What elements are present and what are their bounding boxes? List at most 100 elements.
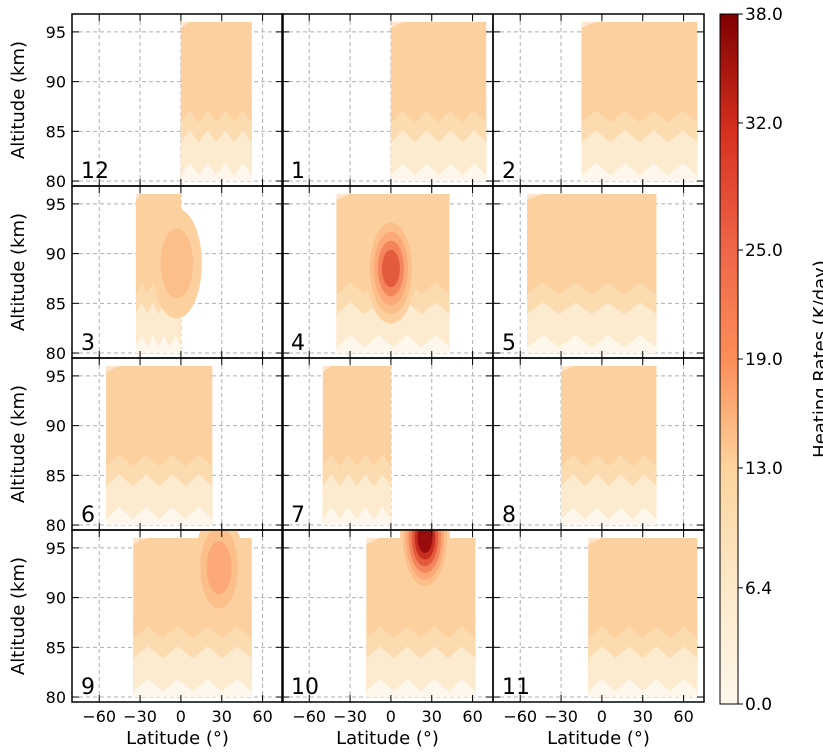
y-tick-label: 95	[46, 195, 66, 214]
y-tick-label: 95	[46, 367, 66, 386]
contour-field	[527, 193, 657, 354]
colorbar-label: Heating Rates (K/day)	[810, 260, 823, 458]
panel-6: 6 80 85 90 95 Altitude (km)	[8, 357, 284, 535]
y-tick-label: 90	[46, 245, 66, 264]
panel-5: 5	[492, 185, 705, 359]
colorbar-tick-label: 19.0	[745, 350, 783, 370]
contour-band	[561, 494, 657, 526]
contour-band	[561, 507, 657, 526]
peak-contour	[417, 530, 433, 553]
panel-9: 9 80 85 90 95 Altitude (km) −60 −30 0 30 60 Latitud…	[8, 529, 284, 749]
y-tick-label: 90	[46, 73, 66, 92]
x-tick-label: 0	[597, 707, 607, 726]
y-tick-label: 80	[46, 516, 66, 535]
panel-1: 1	[281, 13, 494, 187]
contour-field	[133, 530, 252, 698]
x-axis-label: Latitude (°)	[126, 728, 229, 749]
contour-band	[581, 163, 698, 182]
panel-label: 12	[81, 159, 109, 184]
panel-label: 10	[291, 675, 319, 700]
y-axis-label: Altitude (km)	[8, 385, 29, 503]
contour-band	[581, 150, 698, 182]
panel-label: 5	[502, 331, 516, 356]
contour-band	[133, 679, 252, 698]
contour-band-upper	[106, 365, 213, 446]
contour-band	[322, 494, 391, 526]
x-tick-label: 60	[252, 707, 272, 726]
x-tick-label: 30	[633, 707, 653, 726]
contour-field	[588, 537, 698, 698]
contour-band-upper	[390, 21, 487, 102]
contour-band-upper	[180, 21, 252, 102]
panel-12: 12 80 85 90 95 Altitude (km)	[8, 13, 284, 191]
colorbar-tick-label: 6.4	[745, 579, 772, 599]
contour-band	[588, 679, 698, 698]
contour-field	[561, 365, 657, 526]
colorbar-tick-label: 38.0	[745, 5, 783, 25]
colorbar-tick-label: 32.0	[745, 114, 783, 134]
x-tick-label: 30	[422, 707, 442, 726]
panel-7: 7	[281, 357, 494, 531]
panel-label: 8	[502, 503, 516, 528]
y-tick-label: 80	[46, 344, 66, 363]
y-tick-label: 85	[46, 466, 66, 485]
panel-label: 1	[291, 159, 305, 184]
contour-band	[336, 322, 450, 354]
panel-label: 11	[502, 675, 530, 700]
y-axis-label: Altitude (km)	[8, 557, 29, 675]
contour-band	[336, 335, 450, 354]
contour-band	[366, 666, 476, 698]
peak-contour	[160, 228, 194, 299]
y-tick-label: 95	[46, 23, 66, 42]
contour-band	[135, 322, 181, 354]
contour-band	[588, 666, 698, 698]
contour-field	[322, 365, 391, 526]
colorbar-tick-label: 13.0	[745, 459, 783, 479]
y-tick-label: 85	[46, 638, 66, 657]
contour-field	[581, 21, 698, 182]
contour-band	[106, 507, 213, 526]
contour-band-upper	[322, 365, 391, 446]
panel-label: 9	[81, 675, 95, 700]
x-tick-label: 60	[673, 707, 693, 726]
y-axis-label: Altitude (km)	[8, 41, 29, 159]
contour-field	[135, 193, 202, 354]
contour-field	[336, 193, 450, 354]
panel-label: 4	[291, 331, 305, 356]
panel-label: 2	[502, 159, 516, 184]
peak-contour	[206, 541, 232, 595]
contour-band	[366, 679, 476, 698]
contour-band	[322, 507, 391, 526]
x-tick-label: −60	[292, 707, 326, 726]
panel-3: 3 80 85 90 95 Altitude (km)	[8, 185, 284, 363]
y-tick-label: 85	[46, 122, 66, 141]
contour-field	[106, 365, 213, 526]
contour-band	[390, 150, 487, 182]
y-tick-label: 90	[46, 589, 66, 608]
x-tick-label: 60	[462, 707, 482, 726]
contour-band	[180, 150, 252, 182]
x-tick-label: −30	[123, 707, 157, 726]
contour-band-upper	[561, 365, 657, 446]
colorbar-gradient	[719, 13, 739, 705]
contour-band	[106, 494, 213, 526]
panel-label: 3	[81, 331, 95, 356]
contour-band-upper	[581, 21, 698, 102]
x-tick-label: 0	[386, 707, 396, 726]
x-tick-label: −60	[82, 707, 116, 726]
y-tick-label: 80	[46, 172, 66, 191]
contour-field	[180, 21, 252, 182]
contour-field	[366, 530, 476, 698]
panel-label: 6	[81, 503, 95, 528]
contour-band	[133, 666, 252, 698]
panel-4: 4	[281, 185, 494, 359]
x-tick-label: −60	[503, 707, 537, 726]
colorbar: 0.0 6.4 13.0 19.0 25.0 32.0 38.0 Heating Rates …	[719, 5, 823, 715]
contour-band-upper	[588, 537, 698, 618]
contour-band	[527, 335, 657, 354]
y-tick-label: 90	[46, 417, 66, 436]
contour-band	[527, 322, 657, 354]
x-axis-label: Latitude (°)	[547, 728, 650, 749]
x-tick-label: 30	[212, 707, 232, 726]
